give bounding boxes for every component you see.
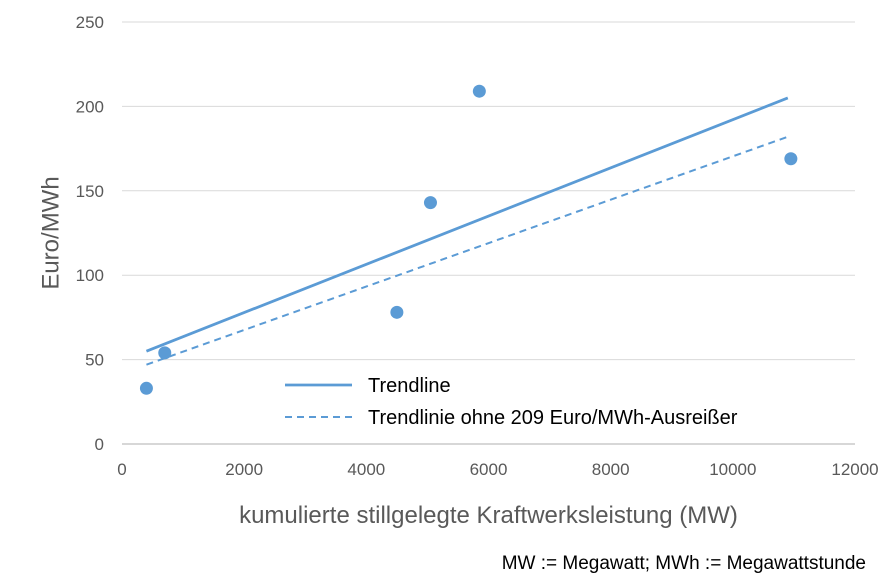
trendlines: [145, 96, 789, 366]
data-point: [390, 305, 404, 319]
x-tick-label: 2000: [225, 460, 263, 479]
y-axis-ticks: 0 50 100 150 200 250: [76, 13, 104, 454]
gridlines: [122, 21, 855, 361]
x-tick-label: 10000: [709, 460, 756, 479]
y-tick-label: 150: [76, 182, 104, 201]
x-tick-label: 0: [117, 460, 126, 479]
footnote: MW := Megawatt; MWh := Megawattstunde: [501, 553, 866, 574]
chart: 0 50 100 150 200 250 0 2000 4000 6000 8000 10000 12…: [37, 13, 878, 529]
legend-label: Trendline: [368, 375, 451, 397]
x-tick-label: 12000: [831, 460, 878, 479]
trendline-dashed: [146, 135, 789, 366]
x-axis-ticks: 0 2000 4000 6000 8000 10000 12000: [117, 460, 878, 479]
data-point: [423, 196, 437, 210]
legend-label: Trendlinie ohne 209 Euro/MWh-Ausreißer: [368, 407, 738, 429]
y-tick-label: 100: [76, 266, 104, 285]
x-tick-label: 6000: [470, 460, 508, 479]
y-tick-label: 0: [95, 435, 104, 454]
x-tick-label: 8000: [592, 460, 630, 479]
x-axis-title: kumulierte stillgelegte Kraftwerksleistu…: [239, 502, 738, 529]
y-tick-label: 200: [76, 97, 104, 116]
data-point: [472, 84, 486, 98]
data-point: [784, 152, 798, 166]
y-axis-title: Euro/MWh: [37, 176, 64, 289]
y-tick-label: 50: [85, 351, 104, 370]
data-points: [139, 84, 798, 395]
trendline-solid: [145, 96, 789, 353]
y-tick-label: 250: [76, 13, 104, 32]
legend: Trendline Trendlinie ohne 209 Euro/MWh-Au…: [285, 375, 738, 429]
x-tick-label: 4000: [347, 460, 385, 479]
data-point: [139, 381, 153, 395]
data-point: [158, 346, 172, 360]
